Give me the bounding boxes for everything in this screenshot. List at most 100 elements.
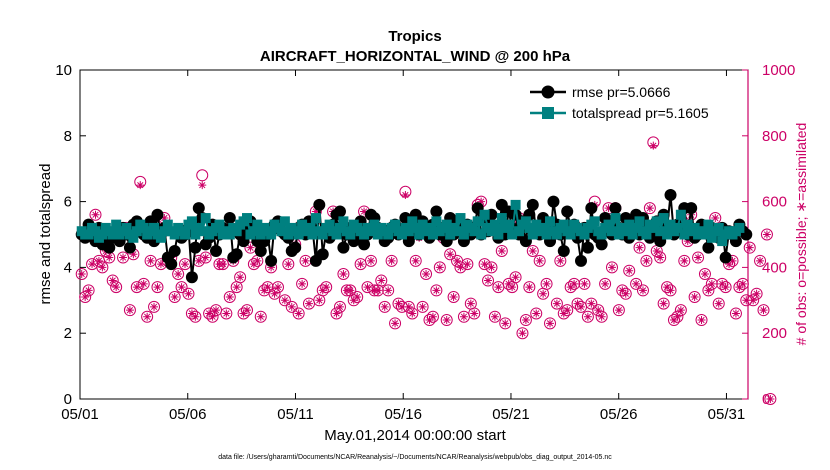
obs-assimilated-point bbox=[98, 263, 107, 272]
obs-possible-point bbox=[430, 284, 443, 297]
obs-possible-point bbox=[698, 267, 711, 280]
obs-assimilated-point bbox=[160, 214, 169, 223]
totalspread-point bbox=[149, 222, 160, 233]
obs-assimilated-point bbox=[563, 306, 572, 315]
x-axis-label: May.01,2014 00:00:00 start bbox=[324, 427, 506, 444]
obs-assimilated-point bbox=[81, 293, 90, 302]
rmse-point bbox=[595, 238, 608, 251]
totalspread-point bbox=[424, 222, 435, 233]
obs-possible-point bbox=[234, 271, 247, 284]
obs-assimilated-point bbox=[366, 256, 375, 265]
obs-possible-point bbox=[605, 261, 618, 274]
totalspread-point bbox=[324, 219, 335, 230]
obs-possible-point bbox=[123, 304, 136, 317]
legend-spread-marker bbox=[542, 107, 554, 119]
obs-assimilated-point bbox=[501, 319, 510, 328]
obs-assimilated-point bbox=[642, 256, 651, 265]
obs-assimilated-point bbox=[546, 319, 555, 328]
obs-possible-point bbox=[757, 304, 770, 317]
obs-assimilated-point bbox=[380, 302, 389, 311]
rmse-point bbox=[223, 212, 236, 225]
obs-assimilated-point bbox=[411, 256, 420, 265]
obs-assimilated-point bbox=[187, 309, 196, 318]
obs-possible-point bbox=[454, 261, 467, 274]
legend-rmse-marker bbox=[541, 85, 555, 99]
obs-possible-point bbox=[712, 297, 725, 310]
totalspread-point bbox=[662, 229, 673, 240]
obs-possible-point bbox=[550, 297, 563, 310]
y-tick-label: 10 bbox=[55, 62, 72, 79]
obs-assimilated-point bbox=[373, 286, 382, 295]
totalspread-point bbox=[169, 229, 180, 240]
obs-possible-point bbox=[488, 310, 501, 323]
obs-possible-point bbox=[130, 281, 143, 294]
obs-possible-point bbox=[750, 287, 763, 300]
totalspread-point bbox=[703, 219, 714, 230]
footnote: data file: /Users/gharamti/Documents/NCA… bbox=[218, 454, 612, 461]
obs-possible-point bbox=[409, 254, 422, 267]
totalspread-point bbox=[503, 219, 514, 230]
obs-assimilated-point bbox=[263, 283, 272, 292]
totalspread-point bbox=[596, 229, 607, 240]
rmse-point bbox=[185, 271, 198, 284]
obs-possible-point bbox=[578, 277, 591, 290]
totalspread-point bbox=[303, 222, 314, 233]
totalspread-point bbox=[131, 226, 142, 237]
obs-possible-point bbox=[678, 254, 691, 267]
obs-assimilated-point bbox=[318, 286, 327, 295]
obs-assimilated-point bbox=[690, 293, 699, 302]
obs-possible-point bbox=[568, 277, 581, 290]
obs-possible-point bbox=[89, 208, 102, 221]
obs-assimilated-point bbox=[212, 306, 221, 315]
obs-assimilated-point bbox=[363, 283, 372, 292]
obs-assimilated-point bbox=[432, 286, 441, 295]
obs-assimilated-point bbox=[129, 250, 138, 259]
obs-possible-point bbox=[220, 307, 233, 320]
obs-possible-point bbox=[640, 254, 653, 267]
rmse-point bbox=[230, 248, 243, 261]
totalspread-point bbox=[396, 229, 407, 240]
obs-assimilated-point bbox=[170, 293, 179, 302]
obs-possible-point bbox=[426, 310, 439, 323]
obs-assimilated-point bbox=[494, 283, 503, 292]
obs-possible-point bbox=[764, 393, 777, 405]
totalspread-point bbox=[186, 216, 197, 227]
totalspread-point bbox=[613, 229, 624, 240]
obs-possible-point bbox=[643, 202, 656, 215]
rmse-point bbox=[210, 244, 223, 257]
obs-assimilated-point bbox=[425, 316, 434, 325]
totalspread-point bbox=[651, 216, 662, 227]
obs-possible-point bbox=[237, 307, 250, 320]
obs-assimilated-point bbox=[725, 260, 734, 269]
totalspread-point bbox=[369, 219, 380, 230]
totalspread-point bbox=[589, 216, 600, 227]
rmse-point bbox=[333, 205, 346, 218]
obs-assimilated-point bbox=[267, 263, 276, 272]
obs-possible-point bbox=[630, 277, 643, 290]
obs-assimilated-point bbox=[573, 299, 582, 308]
obs-assimilated-point bbox=[477, 197, 486, 206]
obs-assimilated-point bbox=[139, 279, 148, 288]
obs-assimilated-point bbox=[349, 296, 358, 305]
obs-assimilated-point bbox=[184, 289, 193, 298]
obs-possible-point bbox=[533, 254, 546, 267]
obs-assimilated-point bbox=[222, 309, 231, 318]
y2-tick-label: 1000 bbox=[762, 62, 795, 79]
x-tick-label: 05/16 bbox=[384, 406, 422, 423]
obs-possible-point bbox=[347, 294, 360, 307]
y2-tick-label: 0 bbox=[762, 391, 770, 408]
obs-possible-point bbox=[485, 261, 498, 274]
totalspread-point bbox=[734, 222, 745, 233]
obs-possible-point bbox=[292, 307, 305, 320]
obs-possible-point bbox=[599, 277, 612, 290]
obs-possible-point bbox=[406, 307, 419, 320]
totalspread-point bbox=[665, 219, 676, 230]
obs-assimilated-point bbox=[731, 309, 740, 318]
totalspread-point bbox=[431, 216, 442, 227]
obs-assimilated-point bbox=[377, 276, 386, 285]
x-tick-label: 05/11 bbox=[277, 406, 313, 423]
obs-assimilated-point bbox=[597, 312, 606, 321]
obs-possible-point bbox=[282, 258, 295, 271]
legend: rmse pr=5.0666 totalspread pr=5.1605 bbox=[522, 78, 738, 128]
obs-possible-point bbox=[278, 294, 291, 307]
